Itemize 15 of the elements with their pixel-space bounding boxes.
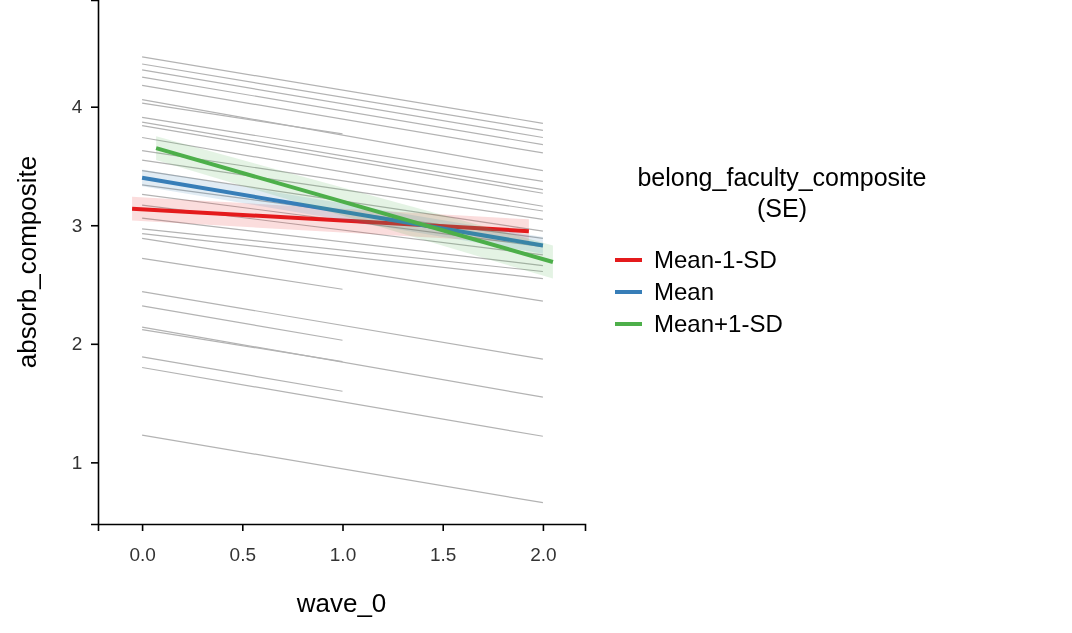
legend-label: Mean [654, 278, 715, 305]
y-tick-label: 3 [71, 214, 83, 236]
legend-label: Mean+1-SD [654, 310, 783, 337]
legend-label: Mean-1-SD [654, 246, 777, 273]
legend-title: belong_faculty_composite (SE) [637, 163, 927, 223]
y-axis-title: absorb_composite [12, 155, 42, 369]
x-tick-label: 0.5 [229, 543, 257, 565]
x-tick-label: 0.0 [129, 543, 156, 565]
y-tick-label: 4 [71, 96, 83, 118]
x-axis-title: wave_0 [295, 588, 387, 618]
x-tick-label: 1.5 [430, 543, 457, 565]
y-tick-label: 1 [71, 451, 83, 473]
x-tick-label: 1.0 [329, 543, 357, 565]
y-tick-label: 2 [71, 333, 83, 355]
x-tick-label: 2.0 [530, 543, 557, 565]
